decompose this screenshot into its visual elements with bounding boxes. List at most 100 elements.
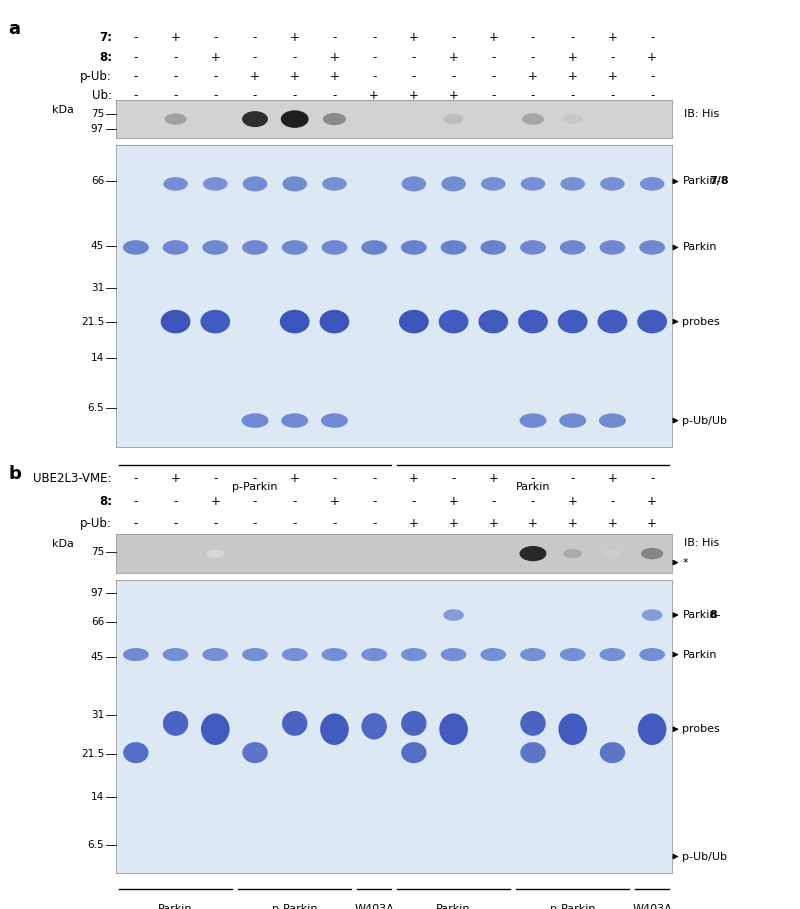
Text: -: -: [134, 32, 138, 45]
Ellipse shape: [563, 115, 582, 124]
Text: -: -: [253, 472, 257, 485]
Text: +: +: [607, 517, 618, 530]
Text: Parkin: Parkin: [436, 904, 471, 909]
Ellipse shape: [641, 548, 663, 559]
Text: +: +: [488, 517, 498, 530]
Ellipse shape: [282, 240, 308, 255]
Ellipse shape: [599, 240, 626, 255]
Text: +: +: [568, 51, 578, 65]
Text: Parkin-: Parkin-: [682, 176, 721, 186]
Text: -: -: [134, 494, 138, 507]
Text: -: -: [174, 70, 178, 84]
Ellipse shape: [242, 111, 268, 127]
Ellipse shape: [282, 648, 308, 661]
Text: +: +: [330, 494, 339, 507]
Ellipse shape: [242, 240, 268, 255]
Ellipse shape: [599, 414, 626, 428]
Ellipse shape: [202, 648, 228, 661]
Ellipse shape: [444, 115, 463, 124]
Ellipse shape: [519, 546, 546, 561]
Ellipse shape: [600, 177, 625, 191]
Text: p-Ub/Ub: p-Ub/Ub: [682, 852, 727, 862]
Text: -: -: [451, 472, 456, 485]
Text: -: -: [293, 494, 297, 507]
Text: p-Parkin: p-Parkin: [550, 904, 595, 909]
Ellipse shape: [520, 742, 546, 764]
Text: UBE2L3-VME:: UBE2L3-VME:: [34, 472, 112, 485]
Text: -: -: [650, 70, 654, 84]
Ellipse shape: [322, 240, 347, 255]
Text: +: +: [528, 70, 538, 84]
Text: -: -: [253, 494, 257, 507]
Ellipse shape: [123, 648, 149, 661]
Text: -: -: [491, 51, 495, 65]
Ellipse shape: [478, 310, 508, 334]
Text: -: -: [491, 70, 495, 84]
Text: 97: 97: [90, 588, 104, 598]
Text: +: +: [290, 32, 300, 45]
Text: Parkin: Parkin: [682, 243, 717, 253]
Text: +: +: [409, 517, 418, 530]
Ellipse shape: [163, 177, 188, 191]
Text: +: +: [290, 70, 300, 84]
Text: -: -: [451, 70, 456, 84]
Text: W403A: W403A: [354, 904, 394, 909]
Text: a: a: [8, 20, 20, 38]
Text: -: -: [332, 517, 337, 530]
Ellipse shape: [362, 648, 387, 661]
Text: -: -: [253, 89, 257, 102]
Text: -: -: [531, 494, 535, 507]
Text: 66: 66: [90, 617, 104, 627]
Ellipse shape: [600, 742, 625, 764]
Text: 14: 14: [90, 793, 104, 803]
Text: 75: 75: [90, 546, 104, 556]
Text: -: -: [253, 51, 257, 65]
Text: 6.5: 6.5: [87, 840, 104, 850]
Ellipse shape: [362, 240, 387, 255]
Text: -: -: [372, 32, 376, 45]
Ellipse shape: [639, 240, 665, 255]
Text: +: +: [607, 70, 618, 84]
Ellipse shape: [480, 240, 506, 255]
Ellipse shape: [521, 177, 546, 191]
Ellipse shape: [638, 714, 666, 745]
Ellipse shape: [599, 648, 626, 661]
Text: p-Parkin: p-Parkin: [272, 904, 318, 909]
Text: 8:: 8:: [99, 51, 112, 65]
Text: 66: 66: [90, 175, 104, 185]
Text: -: -: [174, 517, 178, 530]
Ellipse shape: [242, 176, 267, 192]
Text: kDa: kDa: [52, 539, 74, 550]
Text: +: +: [647, 494, 657, 507]
Ellipse shape: [598, 310, 627, 334]
Ellipse shape: [281, 110, 309, 128]
Ellipse shape: [520, 711, 546, 735]
Text: -: -: [134, 70, 138, 84]
Text: +: +: [449, 517, 458, 530]
Text: *: *: [682, 557, 688, 567]
Text: +: +: [488, 472, 498, 485]
Text: 45: 45: [90, 652, 104, 662]
Ellipse shape: [282, 711, 307, 735]
Text: -: -: [570, 89, 575, 102]
Text: -: -: [372, 472, 376, 485]
Text: probes: probes: [682, 724, 720, 734]
Text: -: -: [293, 51, 297, 65]
Text: -: -: [134, 51, 138, 65]
Text: 7/8: 7/8: [709, 176, 729, 186]
Ellipse shape: [282, 414, 308, 428]
Text: 45: 45: [90, 241, 104, 251]
Text: -: -: [412, 494, 416, 507]
Text: 6.5: 6.5: [87, 403, 104, 413]
Ellipse shape: [558, 310, 588, 334]
Text: +: +: [647, 51, 657, 65]
Text: -: -: [332, 472, 337, 485]
Text: -: -: [570, 472, 575, 485]
Ellipse shape: [604, 550, 621, 557]
Ellipse shape: [161, 310, 190, 334]
Text: -: -: [491, 89, 495, 102]
Text: p-Parkin: p-Parkin: [232, 482, 278, 492]
Ellipse shape: [481, 177, 506, 191]
Text: 97: 97: [90, 124, 104, 134]
Ellipse shape: [162, 240, 189, 255]
